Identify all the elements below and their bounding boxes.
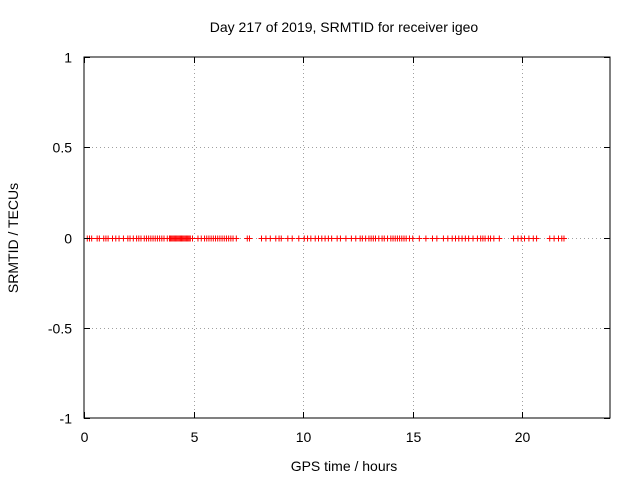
- data-point: [433, 235, 440, 242]
- data-point: [328, 235, 335, 242]
- x-tick-label: 0: [81, 429, 89, 445]
- x-tick-label: 20: [515, 429, 531, 445]
- data-point: [295, 235, 302, 242]
- data-point: [289, 235, 296, 242]
- data-point: [337, 235, 344, 242]
- data-point: [416, 235, 423, 242]
- data-point: [189, 235, 196, 242]
- y-axis: 1 0.5 0 -0.5 -1: [48, 50, 610, 427]
- x-tick-label: 10: [296, 429, 312, 445]
- data-point: [342, 235, 349, 242]
- y-tick-label: 0: [64, 231, 72, 247]
- x-axis: 0 5 10 15 20: [81, 57, 531, 445]
- y-tick-label: 0.5: [53, 140, 73, 156]
- data-point: [490, 235, 497, 242]
- data-point: [246, 235, 253, 242]
- x-axis-label: GPS time / hours: [291, 458, 398, 474]
- grid: [84, 57, 610, 418]
- plot-frame: [83, 56, 611, 419]
- y-axis-label: SRMTID / TECUs: [5, 183, 21, 293]
- x-tick-label: 15: [406, 429, 422, 445]
- data-point: [267, 235, 274, 242]
- data-points: [84, 235, 567, 242]
- data-point: [560, 235, 567, 242]
- chart-title: Day 217 of 2019, SRMTID for receiver ige…: [210, 19, 479, 35]
- y-tick-label: -0.5: [48, 321, 72, 337]
- data-point: [422, 235, 429, 242]
- x-tick-label: 5: [191, 429, 199, 445]
- data-point: [233, 235, 240, 242]
- data-point: [496, 235, 503, 242]
- data-point: [409, 235, 416, 242]
- y-tick-label: -1: [60, 411, 73, 427]
- data-point: [533, 235, 540, 242]
- y-tick-label: 1: [64, 50, 72, 66]
- data-point: [278, 235, 285, 242]
